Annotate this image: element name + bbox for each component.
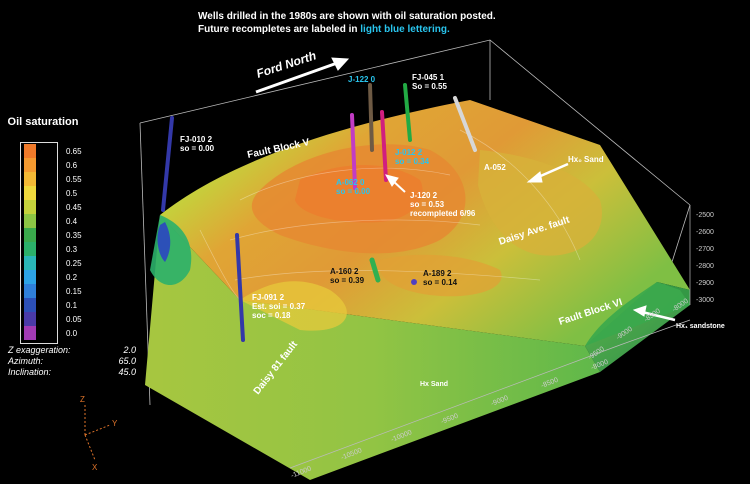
legend-swatch [24, 326, 36, 340]
legend-value: 0.5 [66, 189, 78, 198]
legend-swatch [24, 298, 36, 312]
well-label-fj091: FJ-091 2 Est. soi = 0.37 soc = 0.18 [252, 293, 306, 320]
front-face [145, 215, 600, 480]
legend-labels: 0.65 0.6 0.55 0.5 0.45 0.4 0.35 0.3 0.25 0.2 0.15 0… [66, 147, 82, 338]
hx1-sandstone-label: Hx₁ sandstone [676, 323, 725, 330]
well-label-a160: A-160 2 so = 0.39 [330, 267, 365, 285]
caption-line-2: Future recompletes are labeled in light … [198, 24, 450, 35]
legend-swatch [24, 256, 36, 270]
ford-north-arrow [255, 60, 341, 94]
well-label-j120: J-120 2 so = 0.53 recompleted 6/96 [410, 191, 476, 218]
well-stick-a062 [350, 113, 357, 190]
well-stick-fj091 [235, 233, 245, 342]
hx0-sand-label: Hx₀ Sand [568, 155, 604, 164]
legend-value: 0.35 [66, 231, 82, 240]
legend-value: 0.65 [66, 147, 82, 156]
legend-colorbar [24, 144, 36, 340]
front-axis [289, 319, 691, 469]
legend-value: 0.45 [66, 203, 82, 212]
legend-swatch [24, 172, 36, 186]
hx1-arrow [641, 310, 676, 322]
well-stick-a189 [411, 279, 417, 285]
well-label-a189: A-189 2 so = 0.14 [423, 269, 458, 287]
param-inclination: Inclination: 45.0 [8, 367, 136, 377]
legend-value: 0.25 [66, 259, 82, 268]
hx-sand-label: Hx Sand [420, 381, 448, 388]
legend-value: 0.2 [66, 273, 78, 282]
legend-swatch [24, 284, 36, 298]
legend-swatch [24, 158, 36, 172]
well-label-j012: J-012 2 so = 0.34 [395, 148, 430, 166]
triad-y-label: Y [112, 419, 118, 428]
legend-swatch [24, 186, 36, 200]
triad-x-label: X [92, 463, 98, 472]
view-parameters: Z exaggeration: 2.0 Azimuth: 65.0 Inclinat… [8, 345, 136, 378]
legend-swatch [24, 144, 36, 158]
contour-lines [199, 129, 581, 301]
hx0-arrow [535, 162, 569, 180]
legend-value: 0.6 [66, 161, 78, 170]
well-label-fj010: FJ-010 2 so = 0.00 [180, 135, 215, 153]
z-tick: -2900 [696, 280, 714, 287]
legend-swatch [24, 312, 36, 326]
well-stick-j012 [380, 110, 388, 182]
well-sticks [161, 83, 477, 342]
legend-value: 0.0 [66, 329, 78, 338]
z-tick: -2600 [696, 229, 714, 236]
param-azimuth: Azimuth: 65.0 [8, 356, 136, 366]
legend-value: 0.55 [66, 175, 82, 184]
legend-value: 0.3 [66, 245, 78, 254]
ford-north-label: Ford North [255, 48, 318, 80]
z-tick: -2700 [696, 246, 714, 253]
z-tick: -3000 [696, 297, 714, 304]
caption-line-1: Wells drilled in the 1980s are shown wit… [198, 11, 496, 22]
arrows [255, 57, 676, 322]
axis-triad [84, 405, 111, 461]
legend-swatch [24, 228, 36, 242]
z-tick: -2500 [696, 212, 714, 219]
legend-title: Oil saturation [7, 116, 79, 128]
well-label-j122: J-122 0 [348, 75, 376, 84]
legend-swatch [24, 200, 36, 214]
legend-frame [20, 142, 58, 344]
well-label-a062: A-062 0 so = 0.00 [336, 178, 371, 196]
well-stick-a160 [369, 257, 381, 283]
z-tick: -2800 [696, 263, 714, 270]
legend-value: 0.1 [66, 301, 78, 310]
caption: Wells drilled in the 1980s are shown wit… [198, 10, 496, 36]
legend-swatch [24, 242, 36, 256]
legend-swatch [24, 270, 36, 284]
well-label-fj045: FJ-045 1 So = 0.55 [412, 73, 447, 91]
well-stick-a052 [453, 96, 477, 152]
legend-value: 0.15 [66, 287, 82, 296]
legend-value: 0.05 [66, 315, 82, 324]
well-stick-fj010 [161, 116, 174, 212]
well-label-a052: A-052 [484, 163, 506, 172]
triad-z-label: Z [80, 395, 85, 404]
well-stick-fj045 [403, 83, 412, 142]
caption-highlight: light blue lettering. [360, 24, 450, 35]
param-z-exaggeration: Z exaggeration: 2.0 [8, 345, 136, 355]
well-stick-j122 [368, 83, 374, 152]
legend-swatch [24, 214, 36, 228]
legend-value: 0.4 [66, 217, 78, 226]
